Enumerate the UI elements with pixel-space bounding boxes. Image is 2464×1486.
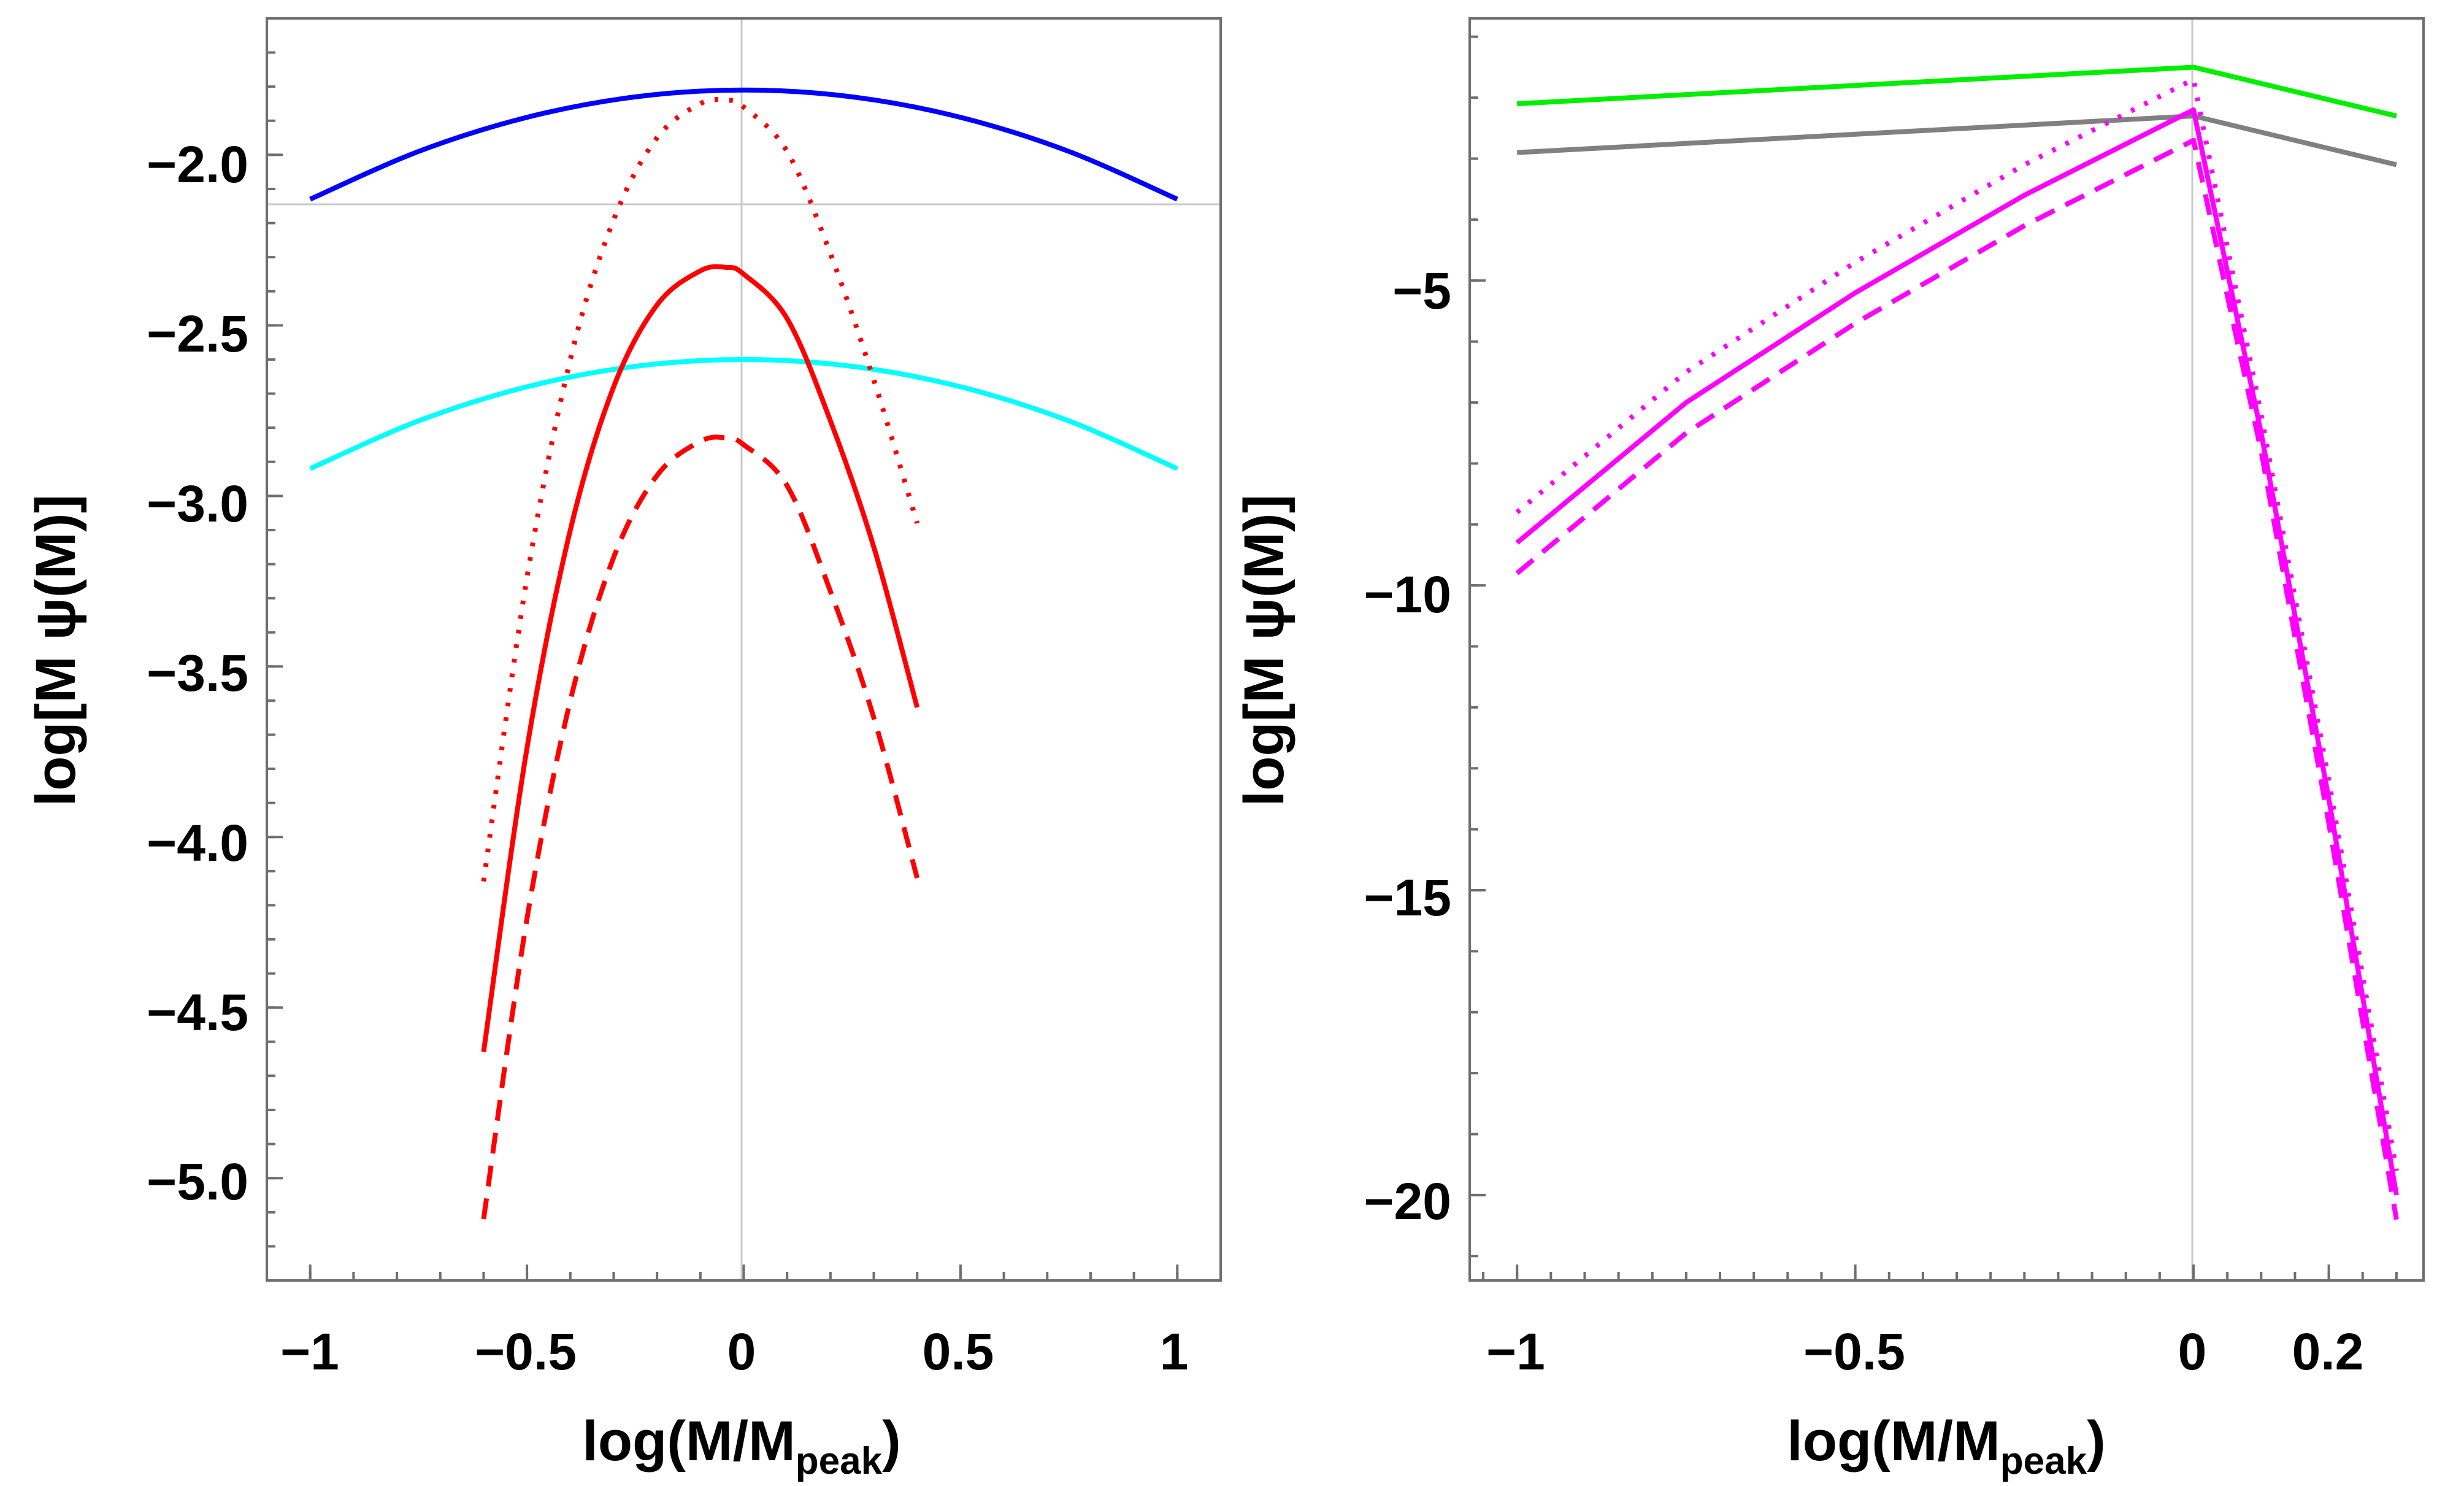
left-y-tick-labels: −2.0 −2.5 −3.0 −3.5 −4.0 −4.5 −5.0 [147, 136, 248, 1211]
right-plot-frame [1468, 17, 2425, 1282]
left-series-line-red-solid [481, 264, 920, 1053]
left-series-line-blue-solid [309, 87, 1178, 202]
right-series-line-gray-solid [1516, 113, 2397, 167]
left-xtick-label: 0.5 [923, 1323, 994, 1380]
left-ytick-label: −3.0 [147, 475, 248, 533]
right-series-line-green-solid [1516, 64, 2397, 118]
right-series-line-magenta-dashed [1515, 137, 2399, 1220]
left-ticks-group [266, 17, 1222, 1280]
left-xtick-label: −0.5 [475, 1323, 577, 1380]
right-ytick-label: −10 [1364, 566, 1452, 623]
right-panel: −1 −0.5 0 0.2 −5 −10 −15 −20 log(M/Mpeak… [1233, 17, 2425, 1482]
left-series-line-cyan-solid [309, 356, 1178, 471]
left-series-group [309, 87, 1178, 1220]
right-series-group [1515, 64, 2399, 1220]
left-series-line-red-dotted [481, 97, 920, 882]
right-y-tick-labels: −5 −10 −15 −20 [1364, 262, 1452, 1230]
left-plot-frame [266, 17, 1222, 1282]
left-series-line-red-dashed [481, 434, 920, 1220]
left-xtick-label: 0 [727, 1323, 756, 1380]
right-ytick-label: −15 [1364, 869, 1452, 926]
left-ytick-label: −2.5 [147, 305, 248, 363]
right-ytick-label: −5 [1392, 262, 1451, 320]
left-xtick-label: −1 [280, 1323, 339, 1380]
right-xtick-label: 0.2 [2292, 1323, 2364, 1380]
left-x-axis-title: log(M/Mpeak) [582, 1410, 900, 1482]
right-ytick-label: −20 [1364, 1172, 1452, 1230]
left-x-tick-labels: −1 −0.5 0 0.5 1 [280, 1323, 1188, 1380]
right-xtick-label: −0.5 [1803, 1323, 1905, 1380]
left-y-axis-title: log[M ψ(M)] [25, 495, 87, 807]
left-ytick-label: −2.0 [147, 136, 248, 193]
left-xtick-label: 1 [1160, 1323, 1189, 1380]
right-ticks-group [1470, 35, 2398, 1280]
right-x-tick-labels: −1 −0.5 0 0.2 [1486, 1323, 2363, 1380]
right-y-axis-title: log[M ψ(M)] [1233, 495, 1295, 807]
left-ytick-label: −3.5 [147, 644, 248, 702]
left-ytick-label: −5.0 [147, 1153, 248, 1211]
right-x-axis-title: log(M/Mpeak) [1787, 1410, 2105, 1482]
right-xtick-label: 0 [2178, 1323, 2207, 1380]
right-series-line-magenta-solid [1515, 107, 2399, 1196]
left-ytick-label: −4.5 [147, 984, 248, 1041]
right-xtick-label: −1 [1486, 1323, 1545, 1380]
left-panel: −1 −0.5 0 0.5 1 −2.0 −2.5 −3.0 −3.5 −4.0… [25, 17, 1222, 1482]
right-series-line-magenta-dotted [1515, 77, 2399, 1171]
left-ytick-label: −4.0 [147, 814, 248, 872]
